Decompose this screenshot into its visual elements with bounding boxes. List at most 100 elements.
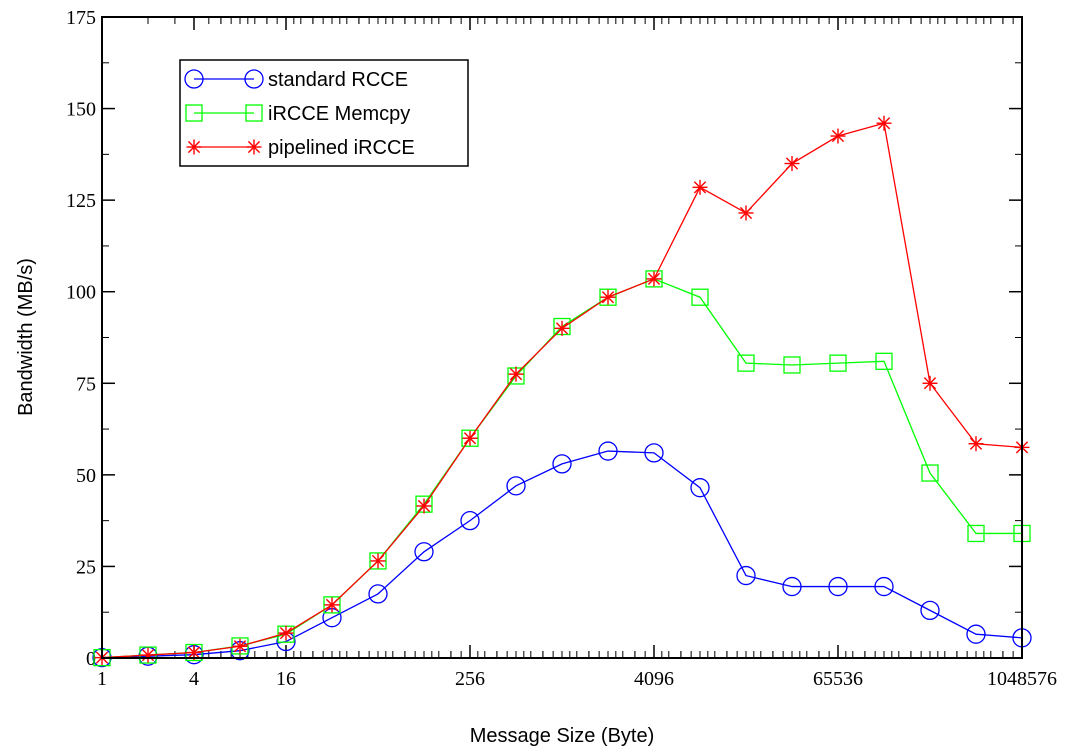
data-point-asterisk — [692, 179, 708, 195]
legend: standard RCCE iRCCE Memcpy pipelined iRCCE — [179, 59, 469, 167]
asterisk-stroke — [187, 140, 201, 154]
asterisk-stroke — [371, 554, 385, 568]
data-point-asterisk — [508, 366, 524, 382]
data-point-asterisk — [968, 436, 984, 452]
data-point-asterisk — [416, 498, 432, 514]
asterisk-stroke — [877, 117, 891, 130]
data-point-square — [921, 464, 939, 482]
y-tick-label: 100 — [66, 282, 96, 304]
data-point-square — [231, 637, 249, 655]
y-axis-title: Bandwidth (MB/s) — [15, 258, 37, 416]
y-tick-label: 150 — [66, 99, 96, 121]
data-point-circle — [414, 542, 434, 562]
data-point-circle — [690, 478, 710, 498]
asterisk-stroke — [647, 272, 661, 286]
data-point-asterisk — [830, 128, 846, 144]
data-point-square — [185, 104, 203, 122]
asterisk-stroke — [279, 626, 293, 640]
data-point-asterisk — [232, 638, 248, 654]
series-group — [94, 115, 1030, 666]
data-point-asterisk — [738, 205, 754, 221]
y-tick-label: 25 — [76, 556, 96, 578]
x-tick-label: 1 — [97, 668, 107, 690]
data-point-asterisk — [140, 647, 156, 663]
x-tick-label: 4096 — [634, 668, 674, 690]
y-tick-label: 75 — [76, 373, 96, 395]
asterisk-stroke — [693, 181, 707, 194]
data-point-circle — [506, 476, 526, 496]
y-tick-label: 50 — [76, 465, 96, 487]
data-point-circle — [552, 454, 572, 474]
series-layer — [92, 115, 1032, 668]
data-point-asterisk — [246, 139, 262, 155]
data-point-square — [645, 270, 663, 288]
tick-labels: 1 4 16 256 4096 65536 1048576 0 25 50 75 100 125 150 1… — [66, 7, 1057, 690]
data-point-asterisk — [554, 320, 570, 336]
asterisk-stroke — [969, 437, 983, 450]
data-point-asterisk — [186, 645, 202, 661]
data-point-circle — [368, 584, 388, 604]
asterisk-stroke — [923, 377, 937, 390]
asterisk-stroke — [509, 368, 523, 381]
asterisk-stroke — [187, 646, 201, 659]
data-point-circle — [874, 576, 894, 597]
asterisk-stroke — [247, 140, 261, 154]
data-point-circle — [920, 600, 940, 621]
data-point-square — [691, 288, 709, 306]
x-tick-label: 65536 — [813, 668, 863, 690]
data-point-square — [245, 104, 263, 122]
series-line — [101, 450, 1023, 659]
asterisk-stroke — [785, 157, 799, 170]
asterisk-stroke — [325, 598, 339, 612]
asterisk-stroke — [417, 499, 431, 513]
plot-frame — [101, 16, 1023, 659]
data-point-asterisk — [600, 289, 616, 305]
data-point-square — [875, 352, 893, 370]
legend-label: iRCCE Memcpy — [268, 103, 410, 125]
asterisk-stroke — [233, 640, 247, 653]
asterisk-stroke — [555, 322, 569, 335]
asterisk-stroke — [739, 206, 753, 220]
series-group — [92, 441, 1032, 668]
data-point-asterisk — [324, 597, 340, 613]
data-point-asterisk — [278, 625, 294, 641]
x-tick-label: 4 — [189, 668, 199, 690]
data-point-circle — [736, 565, 756, 586]
data-point-asterisk — [646, 271, 662, 287]
x-tick-label: 256 — [455, 668, 485, 690]
data-point-circle — [966, 624, 986, 644]
data-point-square — [323, 596, 341, 614]
legend-label: standard RCCE — [268, 69, 408, 91]
data-point-asterisk — [876, 115, 892, 131]
data-point-square — [829, 354, 847, 372]
data-point-circle — [782, 576, 802, 597]
y-tick-label: 125 — [66, 190, 96, 212]
data-point-square — [967, 524, 985, 543]
asterisk-stroke — [601, 291, 615, 304]
data-point-circle — [828, 576, 848, 597]
x-tick-label: 1048576 — [987, 668, 1057, 690]
x-axis-title: Message Size (Byte) — [470, 725, 655, 747]
data-point-square — [783, 356, 801, 374]
data-point-asterisk — [462, 430, 478, 446]
y-tick-label: 175 — [66, 7, 96, 29]
data-point-square — [369, 552, 387, 570]
data-point-circle — [184, 69, 204, 89]
legend-label: pipelined iRCCE — [268, 137, 415, 159]
data-point-asterisk — [922, 375, 938, 391]
data-point-square — [599, 288, 617, 306]
data-point-circle — [598, 441, 618, 461]
data-point-square — [737, 354, 755, 372]
data-point-circle — [644, 443, 664, 463]
asterisk-stroke — [831, 129, 845, 143]
data-point-asterisk — [370, 553, 386, 569]
data-point-circle — [460, 510, 480, 531]
data-point-circle — [244, 69, 264, 89]
y-tick-label: 0 — [86, 648, 96, 670]
data-point-asterisk — [186, 139, 202, 155]
x-tick-label: 16 — [276, 668, 296, 690]
data-point-square — [461, 429, 479, 447]
data-point-asterisk — [784, 156, 800, 172]
asterisk-stroke — [463, 432, 477, 445]
